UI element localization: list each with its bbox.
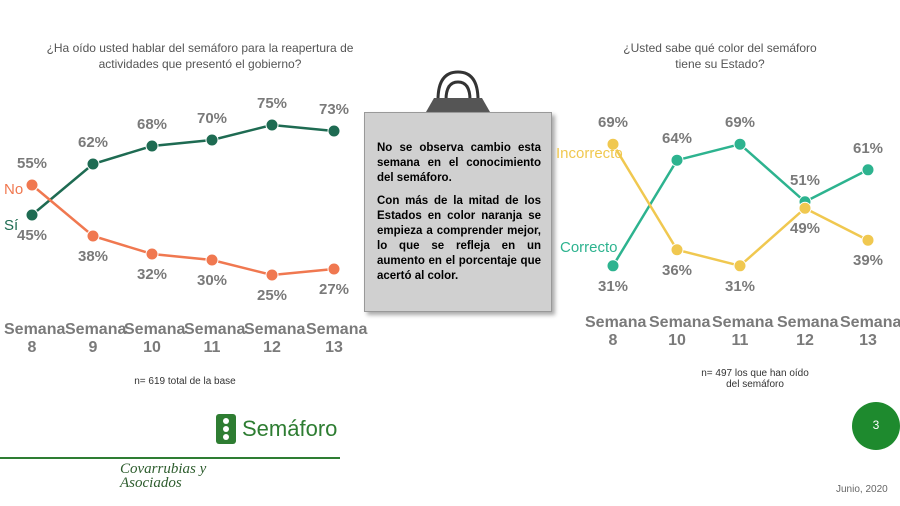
point (25, 178, 39, 192)
x-tick-label: Semana 12 (777, 314, 839, 349)
series-line (31, 184, 335, 277)
value-label: 70% (196, 110, 228, 127)
value-label: 25% (256, 287, 288, 304)
x-tick-label: Semana 11 (712, 314, 774, 349)
point (733, 259, 747, 273)
series-label: Incorrecto (556, 145, 623, 162)
value-label: 32% (136, 266, 168, 283)
callout-text: No se observa cambio esta semana en el c… (377, 142, 541, 184)
series-line (31, 123, 335, 216)
value-label: 30% (196, 272, 228, 289)
x-tick-label: Semana 10 (649, 314, 711, 349)
value-label: 31% (597, 277, 629, 295)
page-badge (852, 402, 900, 450)
chart-title: ¿Ha oído usted hablar del semáforo para … (46, 41, 354, 71)
point (86, 229, 100, 243)
page-number: 3 (872, 418, 880, 432)
chart-note: n= 497 los que han oído del semáforo (701, 368, 809, 390)
value-label: 64% (661, 130, 693, 148)
value-label: 69% (597, 114, 629, 132)
chart-title: ¿Usted sabe qué color del semáforo tiene… (623, 41, 817, 71)
brand: Semáforo (242, 416, 338, 441)
point (670, 153, 684, 167)
callout-box: No se observa cambio esta semana en el c… (364, 112, 552, 312)
value-label: 39% (852, 252, 884, 270)
value-label: 31% (724, 277, 756, 295)
point (670, 243, 684, 257)
point (265, 118, 279, 132)
x-tick-label: Semana 11 (184, 321, 246, 356)
value-label: 38% (77, 248, 109, 265)
value-label: 75% (256, 95, 288, 112)
value-label: 45% (16, 227, 48, 244)
point (25, 208, 39, 222)
point (205, 133, 219, 147)
value-label: 68% (136, 116, 168, 133)
value-label: 49% (789, 220, 821, 238)
value-label: 73% (318, 101, 350, 118)
point (265, 268, 279, 282)
point (798, 201, 812, 215)
chart-note: n= 619 total de la base (134, 376, 236, 387)
point (861, 233, 875, 247)
x-tick-label: Semana 10 (124, 321, 186, 356)
point (606, 259, 620, 273)
value-label: 27% (318, 281, 350, 298)
company-logo: Covarrubias y Asociados (120, 461, 207, 491)
x-tick-label: Semana 12 (244, 321, 306, 356)
value-label: 69% (724, 114, 756, 132)
point (733, 137, 747, 151)
point (861, 163, 875, 177)
value-label: 55% (16, 155, 48, 172)
x-tick-label: Semana 13 (840, 314, 900, 349)
series-label: Sí (4, 217, 19, 234)
callout-text: Con más de la mitad de los Estados en co… (377, 195, 541, 282)
x-tick-label: Semana 13 (306, 321, 368, 356)
series-label: Correcto (560, 239, 618, 256)
x-tick-label: Semana 8 (4, 321, 66, 356)
value-label: 61% (852, 139, 884, 157)
point (145, 247, 159, 261)
point (327, 262, 341, 276)
point (205, 253, 219, 267)
value-label: 36% (661, 261, 693, 279)
value-label: 62% (77, 134, 109, 151)
point (145, 139, 159, 153)
series-line (611, 143, 869, 268)
point (86, 157, 100, 171)
series-label: No (4, 181, 24, 198)
point (606, 137, 620, 151)
date: Junio, 2020 (836, 484, 888, 495)
value-label: 51% (789, 171, 821, 189)
x-tick-label: Semana 9 (65, 321, 127, 356)
x-tick-label: Semana 8 (585, 314, 647, 349)
point (327, 124, 341, 138)
